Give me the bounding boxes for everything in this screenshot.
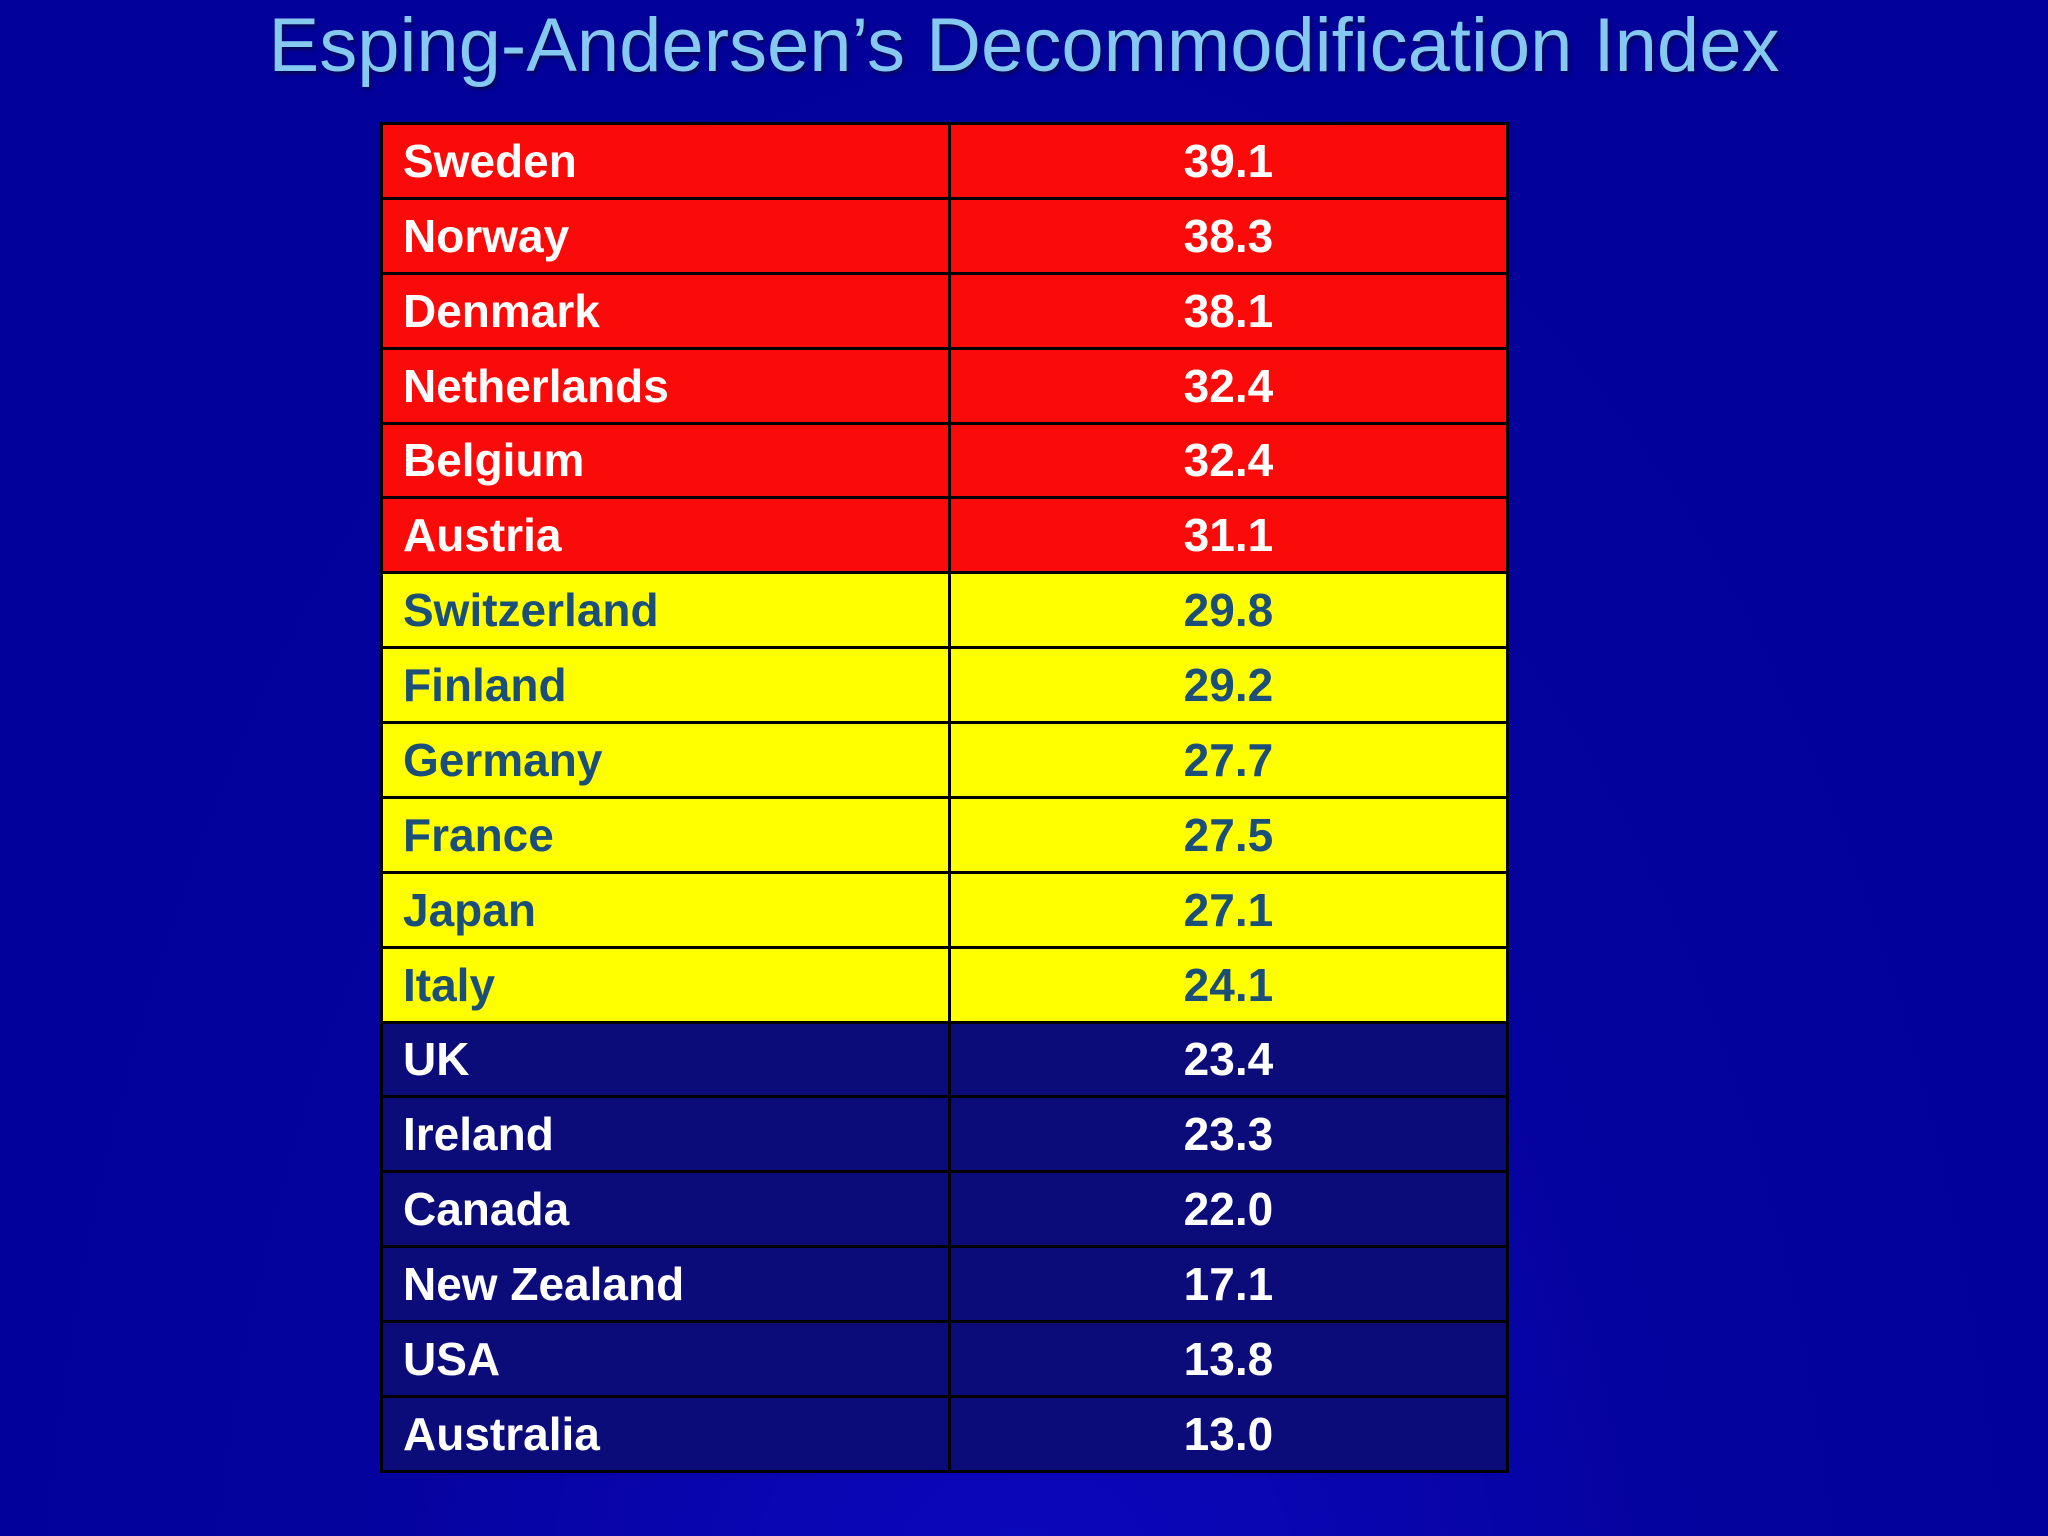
value-cell: 23.4 (947, 1020, 1510, 1099)
value-cell: 13.8 (947, 1320, 1510, 1398)
value-cell: 13.0 (947, 1394, 1510, 1474)
value-cell: 38.3 (947, 196, 1510, 275)
country-cell: Norway (380, 196, 951, 275)
value-cell: 27.5 (947, 795, 1510, 874)
table-row: Denmark 38.1 (380, 271, 1510, 350)
table-row: Canada 22.0 (380, 1170, 1510, 1249)
value-cell: 17.1 (947, 1245, 1510, 1323)
value-cell: 32.4 (947, 346, 1510, 425)
country-cell: Switzerland (380, 571, 951, 650)
value-cell: 29.2 (947, 646, 1510, 724)
value-cell: 38.1 (947, 271, 1510, 350)
country-cell: Austria (380, 496, 951, 575)
table-row: Norway 38.3 (380, 196, 1510, 275)
country-cell: Belgium (380, 421, 951, 500)
value-cell: 24.1 (947, 945, 1510, 1024)
table-row: Sweden 39.1 (380, 122, 1510, 200)
table-row: Netherlands 32.4 (380, 346, 1510, 425)
country-cell: Germany (380, 721, 951, 799)
table-row: Ireland 23.3 (380, 1095, 1510, 1174)
table-row: Australia 13.0 (380, 1394, 1510, 1474)
country-cell: Denmark (380, 271, 951, 350)
table-body: Sweden 39.1 Norway 38.3 Denmark 38.1 Net… (380, 122, 1510, 1474)
table-row: Finland 29.2 (380, 646, 1510, 724)
table-row: Italy 24.1 (380, 945, 1510, 1024)
decommodification-table: Sweden 39.1 Norway 38.3 Denmark 38.1 Net… (380, 122, 1510, 1474)
page-title: Esping-Andersen’s Decommodification Inde… (268, 3, 1780, 88)
table-row: Germany 27.7 (380, 721, 1510, 799)
value-cell: 22.0 (947, 1170, 1510, 1249)
table-row: France 27.5 (380, 795, 1510, 874)
country-cell: France (380, 795, 951, 874)
country-cell: Italy (380, 945, 951, 1024)
country-cell: Sweden (380, 122, 951, 200)
country-cell: Australia (380, 1394, 951, 1474)
table-row: Switzerland 29.8 (380, 571, 1510, 650)
country-cell: New Zealand (380, 1245, 951, 1323)
table-row: UK 23.4 (380, 1020, 1510, 1099)
table-row: Japan 27.1 (380, 870, 1510, 949)
value-cell: 23.3 (947, 1095, 1510, 1174)
table-row: Belgium 32.4 (380, 421, 1510, 500)
value-cell: 27.1 (947, 870, 1510, 949)
country-cell: Canada (380, 1170, 951, 1249)
value-cell: 32.4 (947, 421, 1510, 500)
country-cell: Netherlands (380, 346, 951, 425)
value-cell: 39.1 (947, 122, 1510, 200)
value-cell: 29.8 (947, 571, 1510, 650)
country-cell: Ireland (380, 1095, 951, 1174)
country-cell: USA (380, 1320, 951, 1398)
value-cell: 31.1 (947, 496, 1510, 575)
value-cell: 27.7 (947, 721, 1510, 799)
table-row: USA 13.8 (380, 1320, 1510, 1398)
country-cell: Finland (380, 646, 951, 724)
table-row: New Zealand 17.1 (380, 1245, 1510, 1323)
country-cell: UK (380, 1020, 951, 1099)
country-cell: Japan (380, 870, 951, 949)
table-row: Austria 31.1 (380, 496, 1510, 575)
